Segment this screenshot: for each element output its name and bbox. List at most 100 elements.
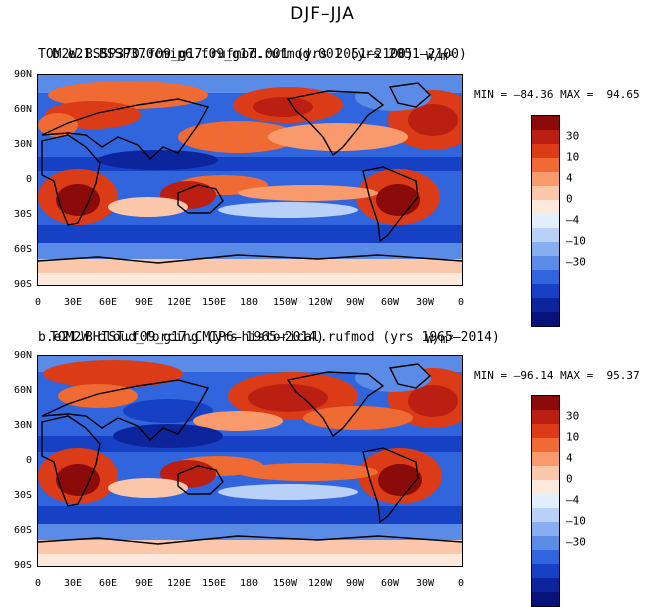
- panel-1-lon-120e: 120E: [166, 297, 192, 308]
- panel-2-cbar-label-0: 0: [566, 472, 573, 486]
- panel-1-lat-60s: 60S: [13, 244, 32, 255]
- panel-2-field: [38, 356, 462, 566]
- panel-2-title-b: TOM2W cloud_forcing (yrs 1965–2014): [50, 330, 324, 345]
- panel-1-lon-30w: 30W: [415, 297, 435, 308]
- panel-2-cbar-label-neg10: –10: [566, 514, 586, 528]
- panel-1-colorbar-swatch: [532, 144, 559, 158]
- panel-1-lon-150w: 150W: [272, 297, 298, 308]
- panel-2-cbar-label-neg4: –4: [566, 493, 580, 507]
- panel-2-lon-30e: 30E: [63, 578, 83, 589]
- panel-1-cbar-label-neg10: –10: [566, 234, 586, 248]
- panel-1-colorbar-swatch: [532, 186, 559, 200]
- panel-1-colorbar-swatch: [532, 228, 559, 242]
- panel-1-coastlines: [38, 82, 462, 264]
- panel-1-units: W/m²: [426, 49, 455, 63]
- panel-2-lon-150w: 150W: [272, 578, 298, 589]
- panel-2-colorbar-swatch: [532, 480, 559, 494]
- panel-1-lon-30e: 30E: [63, 297, 83, 308]
- panel-1-field: [38, 75, 462, 285]
- panel-2-colorbar-swatch: [532, 578, 559, 592]
- panel-1-colorbar-swatch: [532, 270, 559, 284]
- panel-2-lat-90s: 90S: [13, 560, 32, 571]
- panel-1-cbar-label-neg4: –4: [566, 213, 580, 227]
- panel-2-lat-0: 0: [25, 455, 32, 466]
- panel-2-lat-60n: 60N: [13, 385, 32, 396]
- panel-2-colorbar-swatch: [532, 424, 559, 438]
- panel-2-lon-30w: 30W: [415, 578, 435, 589]
- panel-2-lat-60s: 60S: [13, 525, 32, 536]
- panel-2-colorbar-swatch: [532, 508, 559, 522]
- panel-1-colorbar-swatch: [532, 312, 559, 326]
- panel-2-lon-0-end: 0: [457, 578, 465, 589]
- panel-2-lon-180: 180: [239, 578, 259, 589]
- panel-1-lon-90e: 90E: [134, 297, 154, 308]
- panel-2-lon-60w: 60W: [380, 578, 400, 589]
- panel-2-lon-90w: 90W: [345, 578, 365, 589]
- panel-2-colorbar-swatch: [532, 592, 559, 606]
- panel-1-lat-30s: 30S: [13, 209, 32, 220]
- panel-2-min-max: MIN = –96.14 MAX = 95.37: [474, 369, 640, 382]
- panel-2-lon-120w: 120W: [307, 578, 333, 589]
- panel-1-lat-60n: 60N: [13, 104, 32, 115]
- panel-2-lon-120e: 120E: [166, 578, 192, 589]
- panel-2-title-a: b.e21.BHIST.f09_g17.CMIP6–historical.ruf…: [38, 330, 500, 345]
- panel-1-colorbar-swatch: [532, 242, 559, 256]
- panel-1-lat-90n: 90N: [13, 69, 32, 80]
- panel-1-title-a: TOM2W.BSSP370.f09_g17.rufmod.001 (yrs 20…: [38, 47, 414, 62]
- panel-2-coastlines: [38, 363, 462, 545]
- panel-2-lon-90e: 90E: [134, 578, 154, 589]
- panel-2-lon-150e: 150E: [201, 578, 227, 589]
- panel-2-lat-30n: 30N: [13, 420, 32, 431]
- panel-1-map: [37, 74, 463, 286]
- panel-1-cbar-label-30: 30: [566, 129, 580, 143]
- panel-1-lon-0-end: 0: [457, 297, 465, 308]
- panel-1-colorbar-swatch: [532, 298, 559, 312]
- panel-2-lat-30s: 30S: [13, 490, 32, 501]
- main-title: DJF–JJA: [290, 4, 355, 24]
- panel-1-lon-0: 0: [34, 297, 42, 308]
- panel-1-colorbar: [531, 115, 560, 327]
- panel-2-colorbar: [531, 395, 560, 607]
- panel-2-colorbar-swatch: [532, 522, 559, 536]
- panel-2-lat-90n: 90N: [13, 350, 32, 361]
- panel-2-units: W/m²: [426, 332, 455, 346]
- panel-2-colorbar-swatch: [532, 410, 559, 424]
- panel-2-cbar-label-10: 10: [566, 430, 580, 444]
- panel-1-cbar-label-4: 4: [566, 171, 573, 185]
- panel-1-colorbar-swatch: [532, 158, 559, 172]
- panel-2-colorbar-swatch: [532, 536, 559, 550]
- panel-1-colorbar-swatch: [532, 256, 559, 270]
- panel-1-lon-60e: 60E: [98, 297, 118, 308]
- panel-2-colorbar-swatch: [532, 550, 559, 564]
- panel-2-cbar-label-neg30: –30: [566, 535, 586, 549]
- panel-2-cbar-label-4: 4: [566, 451, 573, 465]
- panel-2-map: [37, 355, 463, 567]
- panel-2-colorbar-swatch: [532, 564, 559, 578]
- panel-2-colorbar-swatch: [532, 438, 559, 452]
- panel-1-colorbar-swatch: [532, 200, 559, 214]
- panel-1-lat-90s: 90S: [13, 279, 32, 290]
- panel-1-cbar-label-neg30: –30: [566, 255, 586, 269]
- panel-1-colorbar-swatch: [532, 116, 559, 130]
- panel-1-lon-120w: 120W: [307, 297, 333, 308]
- panel-2-lon-60e: 60E: [98, 578, 118, 589]
- panel-1-min-max: MIN = –84.36 MAX = 94.65: [474, 88, 640, 101]
- panel-2-colorbar-swatch: [532, 466, 559, 480]
- panel-2-colorbar-swatch: [532, 494, 559, 508]
- panel-1-colorbar-swatch: [532, 172, 559, 186]
- panel-1-lon-180: 180: [239, 297, 259, 308]
- panel-1-title-b: b.e21.BSSP370cmip6.f09_g17.rufmod.001 (y…: [52, 47, 467, 62]
- panel-1-cbar-label-10: 10: [566, 150, 580, 164]
- panel-1-colorbar-swatch: [532, 130, 559, 144]
- panel-2-colorbar-swatch: [532, 452, 559, 466]
- panel-1-lat-0: 0: [25, 174, 32, 185]
- panel-2-lon-0: 0: [34, 578, 42, 589]
- panel-1-lat-30n: 30N: [13, 139, 32, 150]
- panel-2-cbar-label-30: 30: [566, 409, 580, 423]
- panel-1-colorbar-swatch: [532, 214, 559, 228]
- panel-1-lon-150e: 150E: [201, 297, 227, 308]
- panel-1-colorbar-swatch: [532, 284, 559, 298]
- panel-1-lon-90w: 90W: [345, 297, 365, 308]
- panel-2-colorbar-swatch: [532, 396, 559, 410]
- panel-1-lon-60w: 60W: [380, 297, 400, 308]
